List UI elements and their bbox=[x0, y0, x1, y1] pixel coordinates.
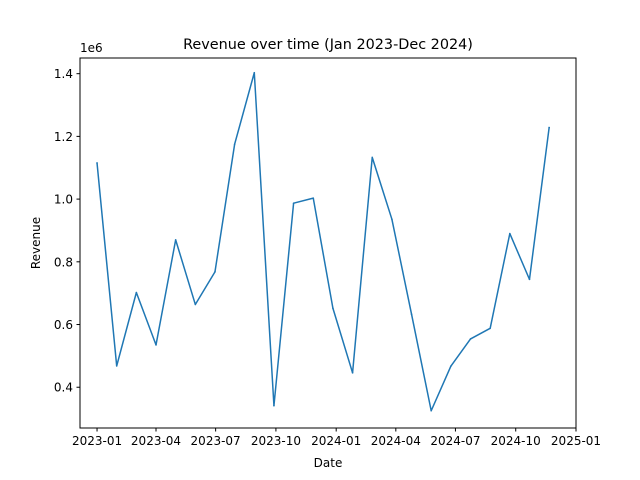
data-point bbox=[155, 344, 157, 346]
data-point bbox=[430, 409, 432, 412]
data-point bbox=[410, 313, 413, 315]
data-point bbox=[233, 143, 236, 146]
data-point bbox=[174, 239, 177, 241]
data-point bbox=[214, 271, 216, 273]
data-point bbox=[312, 197, 315, 199]
data-point bbox=[371, 156, 374, 159]
data-point bbox=[548, 126, 550, 129]
y-axis-multiplier: 1e6 bbox=[80, 41, 103, 55]
y-tick-label: 1.2 bbox=[54, 130, 73, 144]
data-point bbox=[253, 71, 256, 74]
x-tick-label: 2024-01 bbox=[311, 434, 361, 448]
data-point bbox=[273, 404, 275, 407]
x-tick-label: 2024-04 bbox=[371, 434, 421, 448]
data-point bbox=[135, 291, 138, 294]
data-point bbox=[489, 327, 491, 330]
y-axis-title: Revenue bbox=[29, 217, 43, 269]
chart-title: Revenue over time (Jan 2023-Dec 2024) bbox=[183, 37, 473, 53]
data-point bbox=[351, 372, 354, 374]
y-tick-label: 1.0 bbox=[54, 193, 73, 207]
revenue-series-line bbox=[96, 71, 550, 412]
data-point bbox=[469, 338, 472, 340]
x-tick-label: 2023-10 bbox=[251, 434, 301, 448]
data-point bbox=[509, 232, 511, 235]
data-point bbox=[115, 365, 118, 367]
x-tick-label: 2024-07 bbox=[430, 434, 480, 448]
x-tick-label: 2023-04 bbox=[131, 434, 181, 448]
plot-frame bbox=[79, 57, 577, 429]
x-tick-label: 2025-01 bbox=[551, 434, 601, 448]
data-point bbox=[332, 307, 334, 310]
y-tick-label: 0.4 bbox=[54, 381, 73, 395]
data-point bbox=[528, 278, 531, 281]
data-point bbox=[96, 162, 98, 164]
data-point bbox=[292, 202, 295, 204]
x-tick-label: 2023-01 bbox=[72, 434, 122, 448]
x-axis-title: Date bbox=[314, 456, 343, 470]
x-tick-label: 2023-07 bbox=[191, 434, 241, 448]
x-tick-label: 2024-10 bbox=[491, 434, 541, 448]
data-point bbox=[450, 365, 452, 368]
data-point bbox=[194, 303, 197, 306]
data-point bbox=[391, 218, 393, 220]
y-tick-label: 0.6 bbox=[54, 318, 73, 332]
y-tick-label: 0.8 bbox=[54, 255, 73, 269]
y-tick-label: 1.4 bbox=[54, 67, 73, 81]
